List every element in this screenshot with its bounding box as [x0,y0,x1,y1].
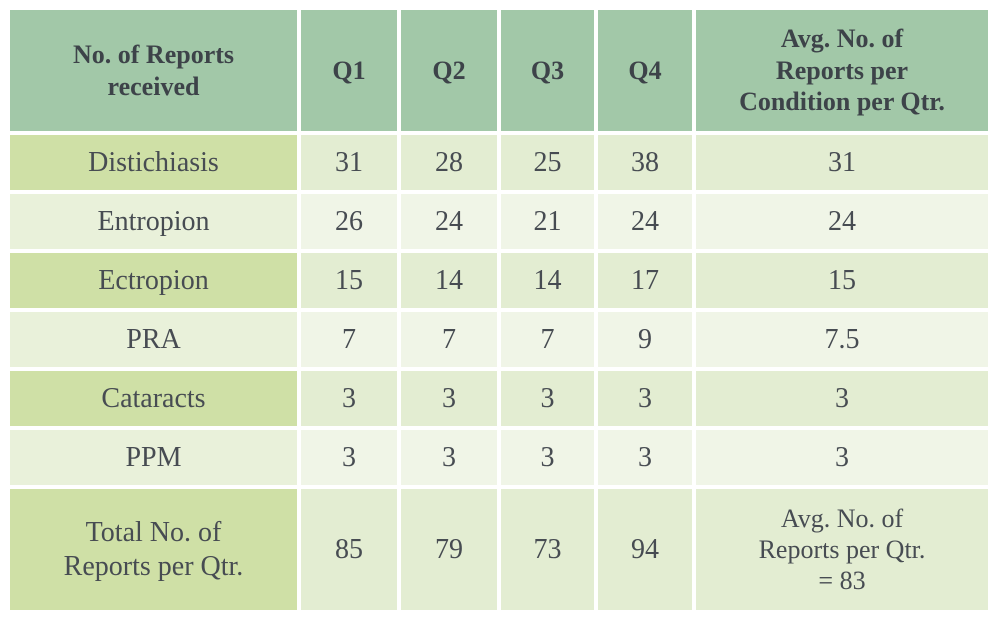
cell-ectropion-q2: 14 [401,253,497,308]
header-cell-q1: Q1 [301,10,397,131]
cell-pra-q2: 7 [401,312,497,367]
row-label-total-reports: Total No. of Reports per Qtr. [10,489,297,610]
cell-ectropion-q1: 15 [301,253,397,308]
cell-cataracts-q2: 3 [401,371,497,426]
row-label-distichiasis: Distichiasis [10,135,297,190]
row-label-cataracts: Cataracts [10,371,297,426]
cell-ectropion-avg: 15 [696,253,988,308]
row-label-ectropion: Ectropion [10,253,297,308]
cell-pra-q1: 7 [301,312,397,367]
header-cell-q3: Q3 [501,10,594,131]
cell-entropion-q2: 24 [401,194,497,249]
cell-total-q1: 85 [301,489,397,610]
cell-total-q3: 73 [501,489,594,610]
cell-ppm-q4: 3 [598,430,692,485]
cell-entropion-avg: 24 [696,194,988,249]
cell-total-q2: 79 [401,489,497,610]
cell-ppm-q3: 3 [501,430,594,485]
row-label-entropion: Entropion [10,194,297,249]
header-cell-q2: Q2 [401,10,497,131]
header-cell-q4: Q4 [598,10,692,131]
cell-cataracts-q3: 3 [501,371,594,426]
reports-table: No. of Reports received Q1 Q2 Q3 Q4 Avg.… [10,10,988,610]
cell-distichiasis-q2: 28 [401,135,497,190]
cell-pra-q4: 9 [598,312,692,367]
cell-distichiasis-avg: 31 [696,135,988,190]
header-cell-avg-per-condition: Avg. No. of Reports per Condition per Qt… [696,10,988,131]
cell-cataracts-avg: 3 [696,371,988,426]
header-cell-reports-received: No. of Reports received [10,10,297,131]
cell-ppm-q2: 3 [401,430,497,485]
cell-ectropion-q3: 14 [501,253,594,308]
cell-ppm-q1: 3 [301,430,397,485]
cell-ppm-avg: 3 [696,430,988,485]
cell-entropion-q1: 26 [301,194,397,249]
cell-distichiasis-q1: 31 [301,135,397,190]
cell-avg-reports-per-qtr: Avg. No. of Reports per Qtr. = 83 [696,489,988,610]
cell-entropion-q4: 24 [598,194,692,249]
cell-distichiasis-q3: 25 [501,135,594,190]
cell-cataracts-q1: 3 [301,371,397,426]
cell-distichiasis-q4: 38 [598,135,692,190]
cell-ectropion-q4: 17 [598,253,692,308]
cell-entropion-q3: 21 [501,194,594,249]
cell-pra-q3: 7 [501,312,594,367]
row-label-ppm: PPM [10,430,297,485]
row-label-pra: PRA [10,312,297,367]
cell-total-q4: 94 [598,489,692,610]
cell-cataracts-q4: 3 [598,371,692,426]
cell-pra-avg: 7.5 [696,312,988,367]
